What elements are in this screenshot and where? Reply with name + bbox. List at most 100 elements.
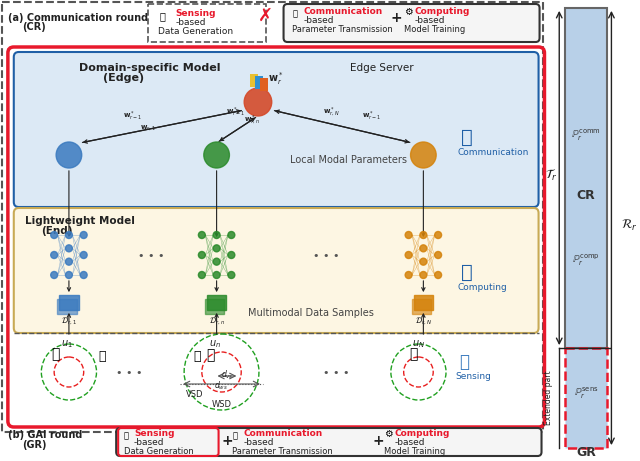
Bar — [565, 8, 607, 348]
Circle shape — [405, 252, 412, 259]
Text: Communication: Communication — [303, 7, 383, 16]
Text: -based: -based — [134, 438, 164, 447]
Text: (b) GAI round: (b) GAI round — [8, 430, 83, 440]
Bar — [205, 299, 225, 314]
Text: Local Modal Parameters: Local Modal Parameters — [291, 155, 408, 165]
Bar — [148, 4, 266, 42]
Bar — [57, 299, 77, 314]
Circle shape — [213, 231, 220, 238]
Text: Domain-specific Model: Domain-specific Model — [79, 63, 220, 73]
Bar — [207, 295, 227, 310]
Text: 📡: 📡 — [232, 431, 237, 440]
Circle shape — [204, 142, 229, 168]
Text: $\mathcal{D}_{r,N}$: $\mathcal{D}_{r,N}$ — [415, 316, 432, 327]
Circle shape — [213, 258, 220, 265]
Text: -based: -based — [303, 16, 333, 25]
Circle shape — [420, 258, 427, 265]
FancyBboxPatch shape — [14, 208, 539, 333]
Text: (a) Communication round: (a) Communication round — [8, 13, 148, 23]
Text: 🗄: 🗄 — [459, 353, 469, 371]
Circle shape — [411, 142, 436, 168]
Text: GR: GR — [576, 445, 596, 459]
Text: Parameter Transmission: Parameter Transmission — [292, 25, 393, 34]
Circle shape — [51, 272, 58, 278]
Text: Communication: Communication — [458, 148, 529, 157]
Bar — [250, 74, 258, 87]
Circle shape — [198, 272, 205, 278]
Text: $\mathbb{P}_r^{\mathrm{sens}}$: $\mathbb{P}_r^{\mathrm{sens}}$ — [573, 385, 598, 401]
Text: Multimodal Data Samples: Multimodal Data Samples — [248, 308, 374, 318]
Text: 📡: 📡 — [159, 11, 165, 21]
Text: CR: CR — [577, 189, 595, 201]
Text: $\mathbf{w}_{r-1}^*$: $\mathbf{w}_{r-1}^*$ — [227, 106, 246, 119]
Circle shape — [80, 252, 87, 259]
Circle shape — [51, 231, 58, 238]
Text: Sensing: Sensing — [134, 429, 175, 438]
Circle shape — [51, 252, 58, 259]
Circle shape — [435, 231, 442, 238]
Text: $\mathbb{P}_r^{\mathrm{comm}}$: $\mathbb{P}_r^{\mathrm{comm}}$ — [571, 127, 601, 143]
Text: • • •: • • • — [313, 251, 340, 261]
Text: 🚗: 🚗 — [207, 348, 215, 362]
Text: $u_N$: $u_N$ — [412, 338, 424, 350]
Circle shape — [420, 231, 427, 238]
Bar — [412, 299, 431, 314]
Text: $\mathcal{D}_{r,1}$: $\mathcal{D}_{r,1}$ — [61, 316, 77, 327]
Text: WSD: WSD — [212, 400, 232, 409]
Bar — [565, 348, 607, 448]
Text: ⚙: ⚙ — [384, 429, 393, 439]
Text: Communication: Communication — [243, 429, 323, 438]
Text: 🗄: 🗄 — [461, 128, 472, 147]
Circle shape — [435, 252, 442, 259]
Text: 🚶: 🚶 — [193, 350, 200, 363]
Text: +: + — [372, 434, 384, 448]
Circle shape — [244, 88, 272, 116]
Text: $\mathbf{w}_{r,N}^*$: $\mathbf{w}_{r,N}^*$ — [323, 106, 340, 119]
Text: 🗄: 🗄 — [461, 263, 472, 282]
FancyBboxPatch shape — [284, 4, 540, 42]
Text: 🚛: 🚛 — [99, 350, 106, 363]
Text: Extended part: Extended part — [544, 371, 553, 426]
Text: • • •: • • • — [116, 368, 143, 378]
Text: (Edge): (Edge) — [104, 73, 145, 83]
Circle shape — [80, 231, 87, 238]
Text: Data Generation: Data Generation — [157, 27, 233, 36]
Text: $\mathcal{D}_{r,n}$: $\mathcal{D}_{r,n}$ — [209, 316, 225, 327]
Text: 🦅: 🦅 — [410, 347, 418, 361]
Text: +: + — [221, 434, 233, 448]
Circle shape — [80, 272, 87, 278]
Circle shape — [228, 231, 235, 238]
Circle shape — [213, 272, 220, 278]
Text: $u_1$: $u_1$ — [61, 338, 73, 350]
Text: +: + — [391, 11, 403, 25]
Text: $\mathbb{P}_r^{\mathrm{comp}}$: $\mathbb{P}_r^{\mathrm{comp}}$ — [572, 252, 600, 268]
Bar — [413, 295, 433, 310]
Text: Data Generation: Data Generation — [124, 447, 194, 456]
Text: Lightweight Model: Lightweight Model — [24, 216, 134, 226]
Circle shape — [65, 245, 72, 252]
Circle shape — [56, 142, 82, 168]
Text: • • •: • • • — [138, 251, 164, 261]
Circle shape — [405, 231, 412, 238]
Text: 📡: 📡 — [292, 9, 298, 18]
Text: $\mathbf{w}_{r-1}^*$: $\mathbf{w}_{r-1}^*$ — [123, 110, 142, 123]
Circle shape — [435, 272, 442, 278]
Text: (End): (End) — [42, 226, 73, 236]
Text: -based: -based — [175, 18, 205, 27]
Circle shape — [228, 252, 235, 259]
Text: $\mathbf{w}_r^*$: $\mathbf{w}_r^*$ — [268, 70, 284, 87]
Text: $u_n$: $u_n$ — [209, 338, 221, 350]
Text: Computing: Computing — [395, 429, 450, 438]
Text: $d_{ws}$: $d_{ws}$ — [214, 379, 228, 391]
Circle shape — [420, 272, 427, 278]
Text: Computing: Computing — [458, 283, 508, 292]
FancyBboxPatch shape — [116, 428, 541, 456]
Text: $\mathcal{T}_r$: $\mathcal{T}_r$ — [545, 167, 557, 183]
Text: Sensing: Sensing — [456, 372, 492, 381]
Text: • • •: • • • — [323, 368, 349, 378]
Circle shape — [405, 272, 412, 278]
Bar — [59, 295, 79, 310]
Text: -based: -based — [243, 438, 274, 447]
Text: $\mathbf{w}_{r-1}^*$: $\mathbf{w}_{r-1}^*$ — [362, 110, 381, 123]
Circle shape — [420, 245, 427, 252]
